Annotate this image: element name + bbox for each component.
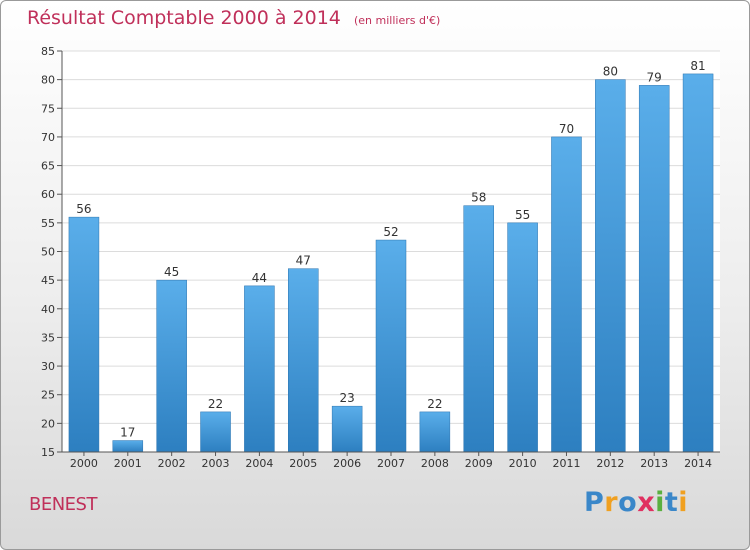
- x-tick-label: 2005: [289, 457, 317, 470]
- x-tick-label: 2004: [245, 457, 273, 470]
- data-label-2013: 79: [647, 70, 662, 84]
- title-block: Résultat Comptable 2000 à 2014 (en milli…: [27, 7, 440, 29]
- x-tick-label: 2011: [552, 457, 580, 470]
- bar-2008: [419, 411, 451, 453]
- y-tick-label: 65: [41, 160, 55, 173]
- bar-2005: [288, 268, 319, 453]
- bar-2011: [551, 136, 582, 453]
- y-tick-label: 55: [41, 217, 55, 230]
- x-tick-label: 2010: [509, 457, 537, 470]
- x-tick-label: 2013: [640, 457, 668, 470]
- x-tick-label: 2009: [465, 457, 493, 470]
- data-label-2003: 22: [208, 397, 223, 411]
- data-label-2010: 55: [515, 208, 530, 222]
- y-tick-label: 25: [41, 389, 55, 402]
- bar-2010: [507, 222, 538, 453]
- logo-letter: i: [655, 487, 665, 518]
- y-tick-label: 45: [41, 274, 55, 287]
- data-labels: 56 17 45 22 44 47 23 52 22 58 55 70 80 79 81: [76, 59, 705, 440]
- bar-2014: [682, 73, 714, 453]
- x-tick-label: 2008: [421, 457, 449, 470]
- bar-2004: [244, 285, 275, 453]
- data-label-2006: 23: [339, 391, 354, 405]
- x-tick-label: 2012: [596, 457, 624, 470]
- town-name: BENEST: [29, 494, 97, 515]
- bar-2012: [595, 79, 626, 453]
- y-tick-label: 40: [41, 303, 55, 316]
- data-label-2002: 45: [164, 265, 179, 279]
- y-tick-label: 20: [41, 417, 55, 430]
- y-tick-label: 35: [41, 331, 55, 344]
- bars: [68, 73, 714, 453]
- data-label-2011: 70: [559, 122, 574, 136]
- x-tick-label: 2000: [70, 457, 98, 470]
- logo-letter: o: [618, 487, 638, 518]
- x-tick-label: 2006: [333, 457, 361, 470]
- logo-letter: P: [584, 487, 605, 518]
- bar-2006: [331, 405, 363, 453]
- data-label-2005: 47: [296, 254, 311, 268]
- bar-2001: [112, 440, 144, 453]
- y-tick-label: 70: [41, 131, 55, 144]
- data-label-2007: 52: [383, 225, 398, 239]
- proxiti-logo: Proxiti: [584, 487, 688, 518]
- data-label-2012: 80: [603, 65, 618, 79]
- bar-2002: [156, 279, 187, 453]
- data-label-2008: 22: [427, 397, 442, 411]
- y-tick-label: 75: [41, 102, 55, 115]
- bar-2009: [463, 205, 494, 453]
- y-tick-label: 15: [41, 446, 55, 459]
- bar-2003: [200, 411, 231, 453]
- y-tick-label: 85: [41, 45, 55, 58]
- x-tick-label: 2003: [202, 457, 230, 470]
- logo-letter: x: [637, 487, 656, 518]
- chart-subtitle: (en milliers d'€): [353, 14, 441, 27]
- data-label-2009: 58: [471, 191, 486, 205]
- y-tick-label: 80: [41, 74, 55, 87]
- logo-letter: r: [604, 487, 619, 518]
- bar-2007: [375, 239, 407, 453]
- chart-title: Résultat Comptable 2000 à 2014: [27, 7, 341, 29]
- y-tick-label: 50: [41, 246, 55, 259]
- data-label-2001: 17: [120, 426, 135, 440]
- logo-letter: t: [664, 487, 679, 518]
- data-label-2000: 56: [76, 202, 91, 216]
- bar-2013: [638, 85, 670, 453]
- y-axis: 15 20 25 30 35 40 45 50 55 60 65 70 75 80 85: [41, 45, 63, 459]
- bar-2000: [68, 216, 100, 453]
- x-tick-label: 2014: [684, 457, 712, 470]
- x-tick-label: 2001: [114, 457, 142, 470]
- data-label-2014: 81: [690, 59, 705, 73]
- x-axis: 2000 2001 2002 2003 2004 2005 2006 2007 2008 2009…: [62, 451, 720, 470]
- y-tick-label: 60: [41, 188, 55, 201]
- y-tick-label: 30: [41, 360, 55, 373]
- data-label-2004: 44: [252, 271, 267, 285]
- logo-letter: i: [678, 487, 689, 518]
- x-tick-label: 2007: [377, 457, 405, 470]
- x-tick-label: 2002: [158, 457, 186, 470]
